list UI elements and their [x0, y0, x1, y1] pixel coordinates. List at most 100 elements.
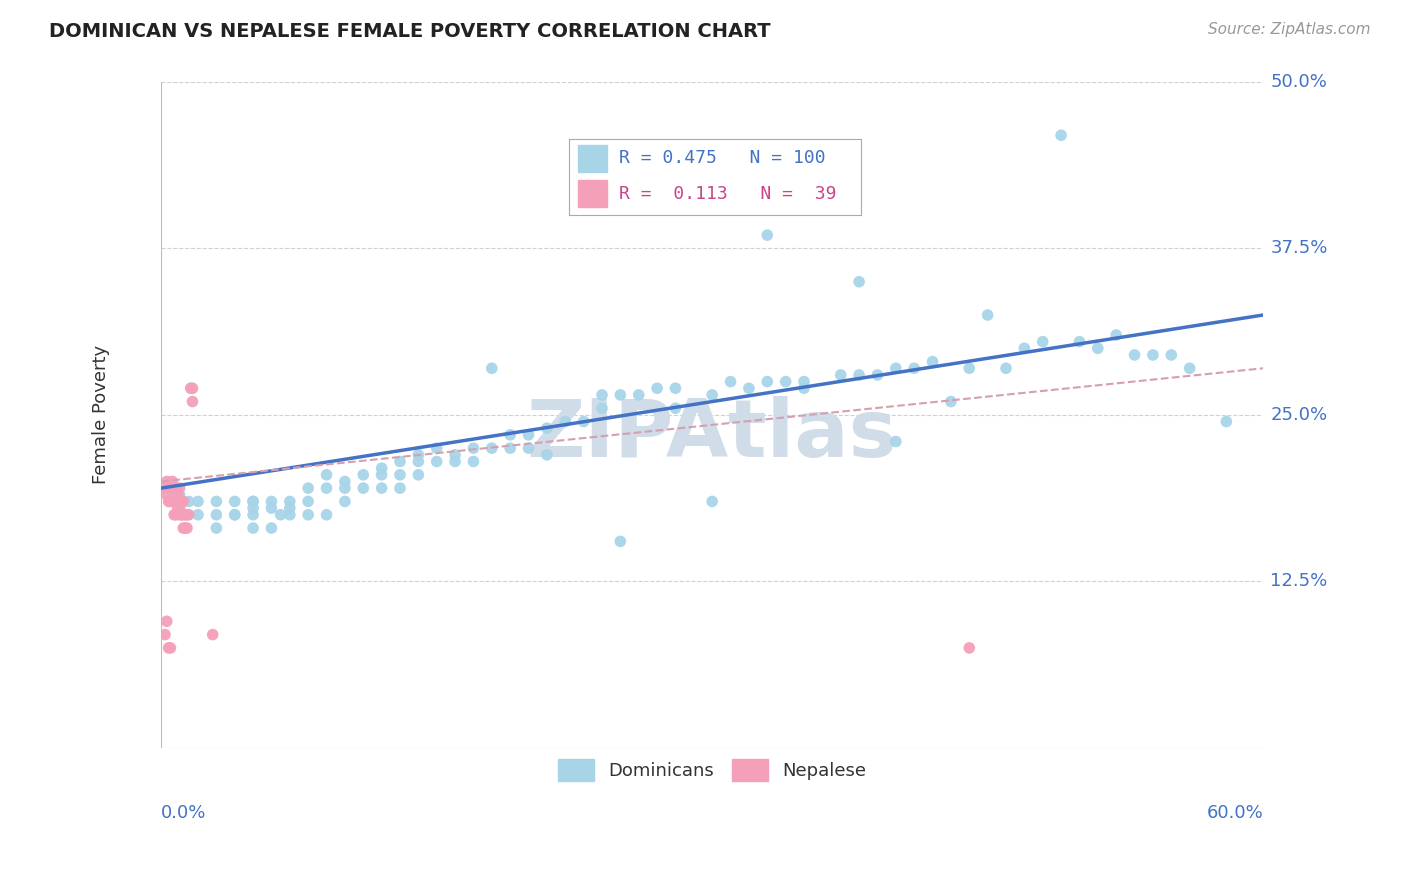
- Point: [169, 508, 191, 522]
- Point: [1160, 348, 1182, 362]
- Point: [153, 481, 176, 495]
- Point: [352, 467, 374, 482]
- Point: [153, 627, 176, 641]
- Point: [177, 494, 200, 508]
- Point: [554, 415, 576, 429]
- Point: [163, 508, 186, 522]
- Point: [242, 494, 264, 508]
- Point: [181, 381, 204, 395]
- Point: [1178, 361, 1201, 376]
- Point: [352, 481, 374, 495]
- Point: [177, 508, 200, 522]
- Point: [536, 421, 558, 435]
- Point: [169, 488, 191, 502]
- Point: [172, 494, 194, 508]
- Point: [166, 488, 188, 502]
- Text: ZIPAtlas: ZIPAtlas: [527, 396, 897, 474]
- Point: [315, 467, 337, 482]
- Point: [664, 401, 686, 416]
- Point: [884, 361, 907, 376]
- Point: [702, 388, 724, 402]
- Point: [775, 375, 797, 389]
- Point: [793, 375, 815, 389]
- Point: [793, 381, 815, 395]
- Point: [1123, 348, 1146, 362]
- Point: [176, 508, 198, 522]
- Legend: Dominicans, Nepalese: Dominicans, Nepalese: [551, 752, 875, 789]
- Point: [481, 361, 503, 376]
- Point: [370, 467, 392, 482]
- Point: [517, 428, 540, 442]
- Point: [205, 508, 228, 522]
- Point: [664, 381, 686, 395]
- Text: 25.0%: 25.0%: [1271, 406, 1327, 424]
- Point: [444, 454, 467, 468]
- Point: [1105, 328, 1128, 343]
- Point: [260, 521, 283, 535]
- Point: [242, 501, 264, 516]
- Point: [169, 501, 191, 516]
- Point: [1050, 128, 1073, 143]
- Text: 12.5%: 12.5%: [1271, 573, 1327, 591]
- Point: [165, 481, 187, 495]
- Point: [156, 615, 179, 629]
- Point: [1087, 341, 1109, 355]
- Point: [939, 394, 962, 409]
- Point: [260, 501, 283, 516]
- Text: 50.0%: 50.0%: [1271, 73, 1327, 91]
- Point: [1014, 341, 1036, 355]
- Point: [957, 640, 980, 655]
- Point: [260, 494, 283, 508]
- Point: [242, 521, 264, 535]
- Point: [170, 508, 193, 522]
- Point: [187, 508, 209, 522]
- Point: [169, 481, 191, 495]
- Point: [187, 494, 209, 508]
- Point: [242, 508, 264, 522]
- Point: [278, 508, 301, 522]
- Point: [702, 494, 724, 508]
- Point: [720, 375, 742, 389]
- Point: [444, 448, 467, 462]
- Point: [884, 434, 907, 449]
- Point: [1142, 348, 1164, 362]
- Point: [408, 467, 430, 482]
- Point: [645, 381, 668, 395]
- Point: [205, 494, 228, 508]
- Point: [172, 521, 194, 535]
- Text: 37.5%: 37.5%: [1271, 239, 1327, 258]
- Point: [270, 508, 292, 522]
- Text: 60.0%: 60.0%: [1206, 804, 1263, 822]
- Point: [848, 275, 870, 289]
- Point: [830, 368, 852, 382]
- Point: [536, 448, 558, 462]
- Point: [165, 494, 187, 508]
- Point: [315, 481, 337, 495]
- Point: [756, 228, 779, 243]
- Point: [224, 494, 246, 508]
- Point: [163, 481, 186, 495]
- Point: [481, 441, 503, 455]
- Text: 0.0%: 0.0%: [162, 804, 207, 822]
- Text: Female Poverty: Female Poverty: [91, 345, 110, 484]
- Point: [315, 508, 337, 522]
- Point: [205, 521, 228, 535]
- Text: Source: ZipAtlas.com: Source: ZipAtlas.com: [1208, 22, 1371, 37]
- Point: [333, 481, 356, 495]
- Point: [297, 508, 319, 522]
- Point: [278, 501, 301, 516]
- Point: [591, 388, 613, 402]
- Point: [157, 494, 180, 508]
- Point: [463, 454, 485, 468]
- Point: [165, 508, 187, 522]
- Point: [278, 494, 301, 508]
- Point: [756, 375, 779, 389]
- Point: [162, 494, 184, 508]
- Point: [156, 488, 179, 502]
- Point: [1032, 334, 1054, 349]
- Point: [174, 508, 197, 522]
- Point: [370, 481, 392, 495]
- Point: [866, 368, 889, 382]
- Point: [181, 394, 204, 409]
- Point: [159, 481, 181, 495]
